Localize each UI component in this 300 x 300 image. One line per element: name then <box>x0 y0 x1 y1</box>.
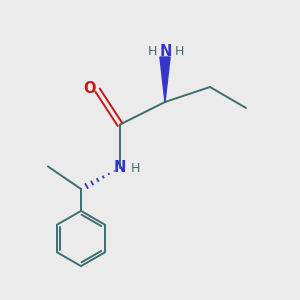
Polygon shape <box>160 57 170 102</box>
Text: O: O <box>83 81 95 96</box>
Text: H: H <box>148 45 157 58</box>
Text: N: N <box>114 160 126 175</box>
Text: N: N <box>159 44 172 59</box>
Text: H: H <box>175 45 184 58</box>
Text: H: H <box>131 161 140 175</box>
